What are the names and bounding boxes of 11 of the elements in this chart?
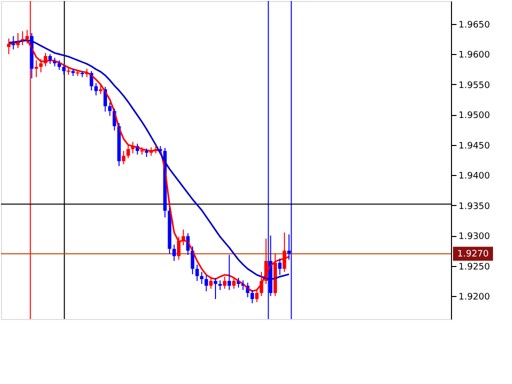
y-tick-label: 1.9500 [458,111,490,122]
y-tick-label: 1.9600 [458,50,490,61]
ref-line-label: 1.9270 [457,250,490,260]
y-tick-label: 1.9400 [458,172,490,182]
y-tick-label: 1.9550 [458,80,490,91]
y-tick-label: 1.9350 [458,202,490,212]
y-tick-label: 1.9450 [458,141,490,152]
y-tick-label: 1.9650 [458,20,490,30]
y-tick-label: 1.9200 [458,292,490,303]
y-tick-label: 1.9300 [458,232,490,242]
y-tick-label: 1.9250 [458,262,490,272]
